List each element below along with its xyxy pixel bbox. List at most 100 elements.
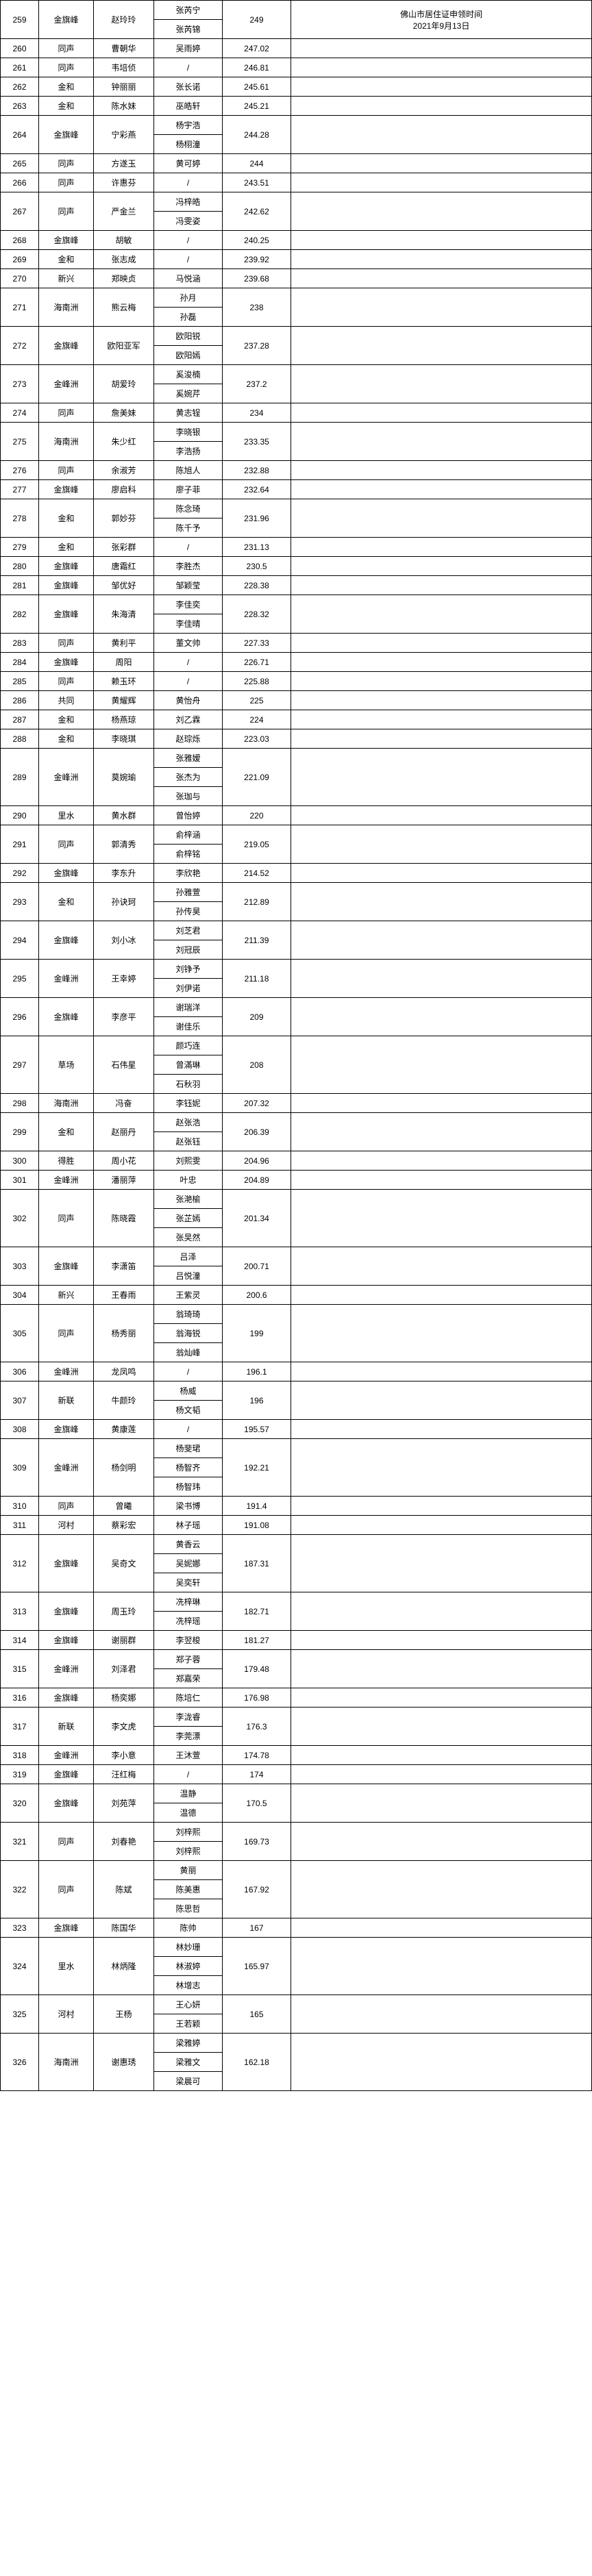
family-member: 李钰妮 [154, 1094, 223, 1113]
row-number: 288 [1, 729, 39, 749]
row-number: 281 [1, 576, 39, 595]
community: 金旗峰 [39, 1631, 94, 1650]
family-member: / [154, 672, 223, 691]
community: 金和 [39, 1113, 94, 1151]
note [291, 1497, 592, 1516]
family-member: 陈美惠 [154, 1880, 223, 1899]
applicant: 周小花 [94, 1151, 154, 1171]
score: 196 [223, 1381, 291, 1420]
family-member: 黄香云 [154, 1535, 223, 1554]
applicant: 潘丽萍 [94, 1171, 154, 1190]
community: 金旗峰 [39, 116, 94, 154]
note [291, 825, 592, 864]
community: 金旗峰 [39, 480, 94, 499]
community: 金和 [39, 710, 94, 729]
row-number: 316 [1, 1688, 39, 1708]
applicant: 曾曦 [94, 1497, 154, 1516]
family-member: 陈念琦 [154, 499, 223, 518]
community: 金旗峰 [39, 1535, 94, 1592]
applicant: 龙凤鸣 [94, 1362, 154, 1381]
note [291, 576, 592, 595]
applicant: 汪红梅 [94, 1765, 154, 1784]
applicant: 赵丽丹 [94, 1113, 154, 1151]
applicant: 王幸婷 [94, 960, 154, 998]
note [291, 461, 592, 480]
row-number: 297 [1, 1036, 39, 1094]
family-member: 陈旭人 [154, 461, 223, 480]
family-member: 梁书博 [154, 1497, 223, 1516]
applicant: 吴奇文 [94, 1535, 154, 1592]
note [291, 710, 592, 729]
community: 金和 [39, 499, 94, 538]
community: 金旗峰 [39, 1688, 94, 1708]
family-member: 陈思哲 [154, 1899, 223, 1918]
family-member: 张杰为 [154, 768, 223, 787]
family-member: 奚浚楠 [154, 365, 223, 384]
family-member: 巫皓轩 [154, 97, 223, 116]
note [291, 557, 592, 576]
row-number: 319 [1, 1765, 39, 1784]
community: 金旗峰 [39, 557, 94, 576]
score: 201.34 [223, 1190, 291, 1247]
family-member: / [154, 231, 223, 250]
family-member: 梁雅文 [154, 2053, 223, 2072]
row-number: 304 [1, 1286, 39, 1305]
row-number: 292 [1, 864, 39, 883]
family-member: 杨宇浩 [154, 116, 223, 135]
note [291, 192, 592, 231]
family-member: 李佳奕 [154, 595, 223, 614]
row-number: 318 [1, 1746, 39, 1765]
applicant: 刘泽君 [94, 1650, 154, 1688]
family-member: 翁灿峰 [154, 1343, 223, 1362]
applicant: 李小意 [94, 1746, 154, 1765]
family-member: 李莞漂 [154, 1727, 223, 1746]
community: 同声 [39, 461, 94, 480]
score: 219.05 [223, 825, 291, 864]
score: 170.5 [223, 1784, 291, 1823]
score: 204.96 [223, 1151, 291, 1171]
community: 金峰洲 [39, 365, 94, 403]
note [291, 1516, 592, 1535]
family-member: 林妙珊 [154, 1938, 223, 1957]
community: 金和 [39, 729, 94, 749]
score: 206.39 [223, 1113, 291, 1151]
applicant: 王杨 [94, 1995, 154, 2034]
score: 246.81 [223, 58, 291, 77]
family-member: 赵琮烁 [154, 729, 223, 749]
score: 167 [223, 1918, 291, 1938]
score: 226.71 [223, 653, 291, 672]
note [291, 173, 592, 192]
row-number: 302 [1, 1190, 39, 1247]
row-number: 312 [1, 1535, 39, 1592]
applicant: 张志成 [94, 250, 154, 269]
score: 207.32 [223, 1094, 291, 1113]
row-number: 261 [1, 58, 39, 77]
row-number: 271 [1, 288, 39, 327]
family-member: 曾滿琳 [154, 1055, 223, 1075]
applicant: 李东升 [94, 864, 154, 883]
family-member: 李翌梭 [154, 1631, 223, 1650]
row-number: 284 [1, 653, 39, 672]
row-number: 273 [1, 365, 39, 403]
family-member: 张滟榆 [154, 1190, 223, 1209]
row-number: 274 [1, 403, 39, 423]
applicant: 熊云梅 [94, 288, 154, 327]
community: 同声 [39, 1861, 94, 1918]
family-member: 奚婉芹 [154, 384, 223, 403]
score: 162.18 [223, 2034, 291, 2091]
score: 237.28 [223, 327, 291, 365]
family-member: 刘冠辰 [154, 940, 223, 960]
row-number: 277 [1, 480, 39, 499]
row-number: 267 [1, 192, 39, 231]
family-member: 俞梓涵 [154, 825, 223, 845]
family-member: 曾怡婷 [154, 806, 223, 825]
row-number: 303 [1, 1247, 39, 1286]
community: 金旗峰 [39, 653, 94, 672]
note [291, 154, 592, 173]
community: 金旗峰 [39, 576, 94, 595]
community: 金旗峰 [39, 864, 94, 883]
note [291, 1151, 592, 1171]
applicant: 詹美妹 [94, 403, 154, 423]
score: 182.71 [223, 1592, 291, 1631]
note [291, 1305, 592, 1362]
